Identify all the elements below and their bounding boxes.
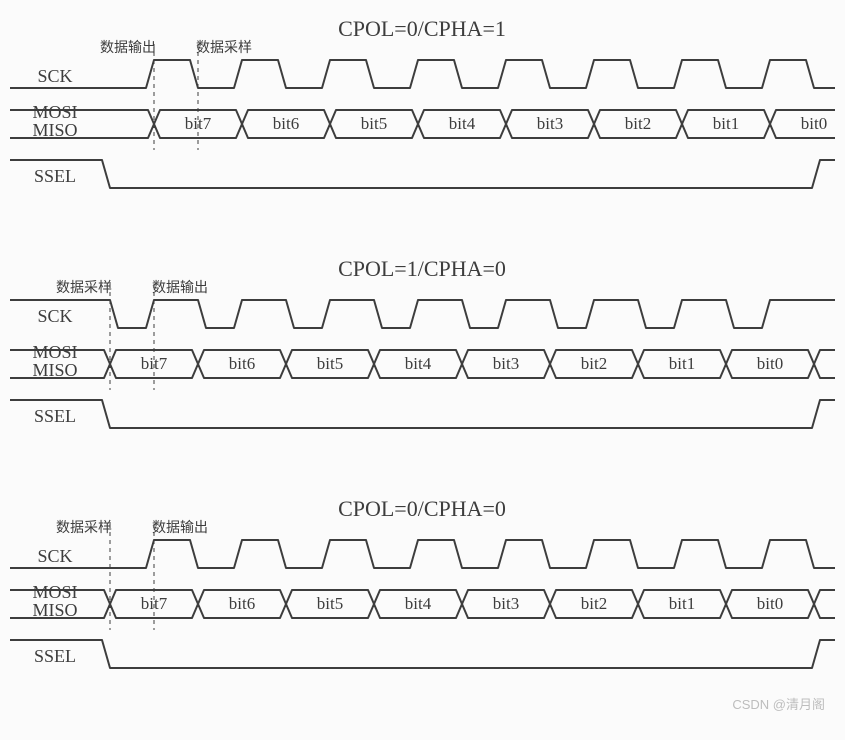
- bit-label: bit2: [581, 354, 607, 373]
- timing-panel-wrapper: CPOL=0/CPHA=1 数据输出 数据采样 SCK MOSIMISO bit7 bit6…: [10, 10, 835, 235]
- bit-label: bit1: [713, 114, 739, 133]
- mosi-label: MOSI: [32, 582, 77, 602]
- miso-label: MISO: [32, 120, 77, 140]
- ssel-waveform: [10, 160, 835, 188]
- bit-label: bit3: [537, 114, 563, 133]
- sck-label: SCK: [37, 546, 72, 566]
- bit-label: bit2: [581, 594, 607, 613]
- sck-label: SCK: [37, 306, 72, 326]
- panel-title: CPOL=0/CPHA=1: [338, 16, 506, 41]
- bit-label: bit3: [493, 594, 519, 613]
- bit-label: bit0: [757, 594, 783, 613]
- annot-left: 数据采样: [56, 519, 112, 535]
- timing-panel: CPOL=0/CPHA=1 数据输出 数据采样 SCK MOSIMISO bit7 bit6…: [10, 10, 835, 235]
- ssel-label: SSEL: [34, 166, 76, 186]
- bit-label: bit7: [141, 594, 168, 613]
- miso-label: MISO: [32, 600, 77, 620]
- annot-left: 数据输出: [100, 39, 156, 55]
- ssel-label: SSEL: [34, 646, 76, 666]
- sck-waveform: [10, 60, 835, 88]
- sck-waveform: [10, 540, 835, 568]
- bit-label: bit4: [449, 114, 476, 133]
- bit-label: bit2: [625, 114, 651, 133]
- ssel-waveform: [10, 400, 835, 428]
- watermark: CSDN @清月阁: [732, 694, 825, 713]
- mosi-label: MOSI: [32, 342, 77, 362]
- timing-panel-wrapper: CPOL=0/CPHA=0 数据采样 数据输出 SCK MOSIMISO bit7 bit6…: [10, 490, 835, 715]
- annot-right: 数据输出: [152, 279, 208, 295]
- ssel-waveform: [10, 640, 835, 668]
- timing-panel: CPOL=0/CPHA=0 数据采样 数据输出 SCK MOSIMISO bit7 bit6…: [10, 490, 835, 715]
- timing-panel: CPOL=1/CPHA=0 数据采样 数据输出 SCK MOSIMISO bit7 bit6…: [10, 250, 835, 475]
- bit-label: bit7: [185, 114, 212, 133]
- bit-label: bit7: [141, 354, 168, 373]
- annot-left: 数据采样: [56, 279, 112, 295]
- miso-label: MISO: [32, 360, 77, 380]
- panel-title: CPOL=0/CPHA=0: [338, 496, 506, 521]
- bit-label: bit6: [229, 594, 255, 613]
- sck-label: SCK: [37, 66, 72, 86]
- bit-label: bit6: [273, 114, 299, 133]
- bit-label: bit1: [669, 594, 695, 613]
- bit-label: bit5: [317, 354, 343, 373]
- bit-label: bit0: [801, 114, 827, 133]
- bit-label: bit0: [757, 354, 783, 373]
- mosi-label: MOSI: [32, 102, 77, 122]
- panel-title: CPOL=1/CPHA=0: [338, 256, 506, 281]
- bit-label: bit6: [229, 354, 255, 373]
- timing-panel-wrapper: CPOL=1/CPHA=0 数据采样 数据输出 SCK MOSIMISO bit7 bit6…: [10, 250, 835, 475]
- sck-waveform: [10, 300, 835, 328]
- data-waveform-bot: [10, 124, 835, 138]
- bit-label: bit4: [405, 594, 432, 613]
- bit-label: bit5: [361, 114, 387, 133]
- ssel-label: SSEL: [34, 406, 76, 426]
- bit-label: bit4: [405, 354, 432, 373]
- annot-right: 数据采样: [196, 39, 252, 55]
- annot-right: 数据输出: [152, 519, 208, 535]
- bit-label: bit3: [493, 354, 519, 373]
- bit-label: bit5: [317, 594, 343, 613]
- bit-label: bit1: [669, 354, 695, 373]
- data-waveform-top: [10, 110, 835, 124]
